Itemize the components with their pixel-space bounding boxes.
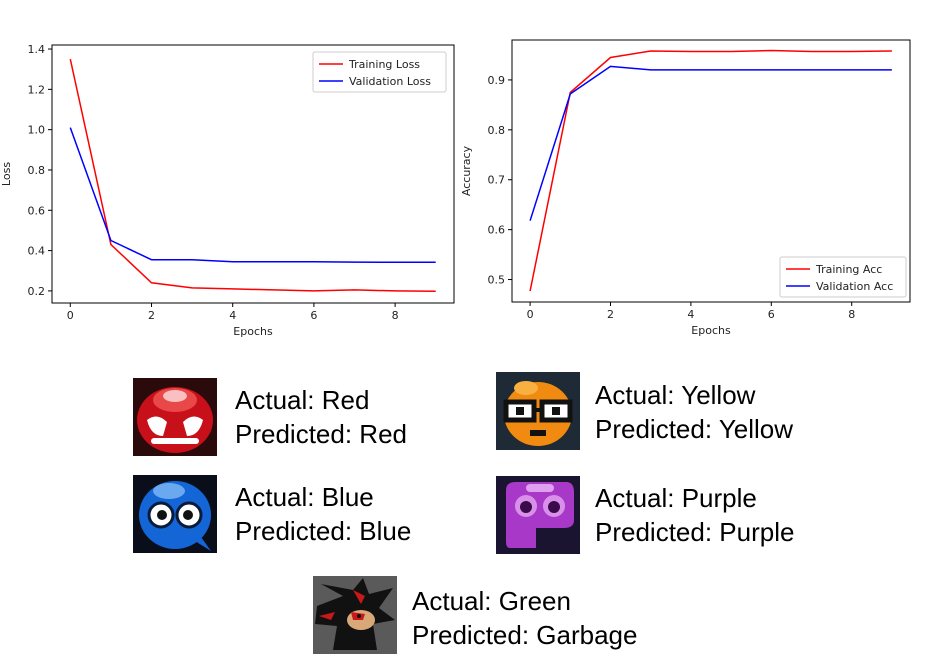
legend-box xyxy=(312,51,447,93)
x-tick-label: 2 xyxy=(148,309,155,322)
yellow-puyo-icon xyxy=(496,372,580,450)
blue-puyo-icon xyxy=(133,475,217,553)
legend: Training Acc Validation Acc xyxy=(779,256,907,298)
y-tick-label: 0.7 xyxy=(488,174,506,187)
red-puyo-icon xyxy=(133,378,217,456)
y-tick-label: 0.8 xyxy=(28,164,46,177)
prediction-yellow-actual: Actual: Yellow xyxy=(595,380,756,410)
x-tick-label: 6 xyxy=(768,308,775,321)
x-axis-label: Epochs xyxy=(691,324,731,337)
series-line-validation-loss xyxy=(69,127,436,264)
prediction-green-predicted: Predicted: Garbage xyxy=(412,620,638,650)
x-tick-label: 8 xyxy=(848,308,855,321)
x-tick-label: 0 xyxy=(67,309,74,322)
prediction-yellow-predicted: Predicted: Yellow xyxy=(595,414,794,444)
legend-entry: Validation Loss xyxy=(349,75,431,88)
prediction-red-actual: Actual: Red xyxy=(235,385,370,415)
prediction-blue-actual: Actual: Blue xyxy=(235,482,374,512)
accuracy-chart: 0 2 4 6 8 0.5 0.6 0.7 0.8 0.9 Epochs Accuracy Traini… xyxy=(460,39,911,337)
legend-box xyxy=(779,256,907,298)
legend-entry: Training Loss xyxy=(348,58,420,71)
x-axis-label: Epochs xyxy=(233,325,273,338)
series-line-validation-acc xyxy=(529,65,892,221)
series-line-training-loss xyxy=(69,58,436,293)
legend: Training Loss Validation Loss xyxy=(312,51,447,93)
y-tick-label: 0.9 xyxy=(488,74,506,87)
prediction-green-actual: Actual: Green xyxy=(412,586,571,616)
x-tick-label: 2 xyxy=(607,308,614,321)
y-tick-label: 0.8 xyxy=(488,124,506,137)
x-tick-label: 8 xyxy=(392,309,399,322)
y-tick-label: 0.6 xyxy=(28,204,46,217)
shadow-hedgehog-icon xyxy=(313,576,397,654)
prediction-purple-predicted: Predicted: Purple xyxy=(595,517,795,547)
prediction-red-predicted: Predicted: Red xyxy=(235,419,407,449)
x-tick-label: 4 xyxy=(687,308,694,321)
y-tick-label: 1.4 xyxy=(28,43,46,56)
y-axis-label: Loss xyxy=(0,162,13,186)
y-tick-label: 0.5 xyxy=(488,274,506,287)
legend-entry: Validation Acc xyxy=(816,280,893,293)
y-tick-label: 0.4 xyxy=(28,245,46,258)
prediction-blue-predicted: Predicted: Blue xyxy=(235,516,412,546)
legend-entry: Training Acc xyxy=(815,263,882,276)
y-tick-label: 0.2 xyxy=(28,285,46,298)
x-tick-label: 0 xyxy=(527,308,534,321)
purple-puyo-icon xyxy=(496,476,580,554)
y-tick-label: 1.2 xyxy=(28,83,46,96)
y-tick-label: 0.6 xyxy=(488,224,506,237)
y-tick-label: 1.0 xyxy=(28,124,46,137)
y-axis-label: Accuracy xyxy=(460,145,473,196)
x-tick-label: 4 xyxy=(229,309,236,322)
series-line-training-acc xyxy=(529,49,892,292)
x-tick-label: 6 xyxy=(310,309,317,322)
loss-chart: 0 2 4 6 8 0.2 0.4 0.6 0.8 1.0 1.2 1.4 Epochs Loss Trai… xyxy=(0,43,455,338)
prediction-purple-actual: Actual: Purple xyxy=(595,483,757,513)
